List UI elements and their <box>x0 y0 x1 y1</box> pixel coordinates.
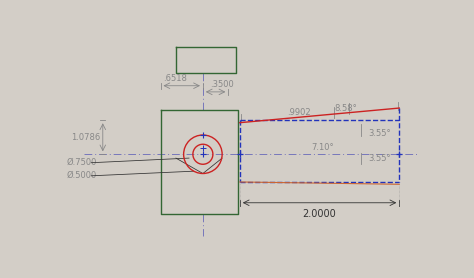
Text: 3.55°: 3.55° <box>368 154 391 163</box>
Text: Ø.5000: Ø.5000 <box>66 171 97 180</box>
Text: 8.58°: 8.58° <box>334 104 357 113</box>
Text: .6518: .6518 <box>164 74 188 83</box>
Text: 7.10°: 7.10° <box>311 143 334 152</box>
Text: 3.55°: 3.55° <box>368 129 391 138</box>
Text: 1.0786: 1.0786 <box>71 133 100 142</box>
Text: Ø.7500: Ø.7500 <box>66 158 97 167</box>
Text: .3500: .3500 <box>210 80 234 89</box>
Text: .9902: .9902 <box>287 108 311 116</box>
Text: 2.0000: 2.0000 <box>303 209 337 219</box>
